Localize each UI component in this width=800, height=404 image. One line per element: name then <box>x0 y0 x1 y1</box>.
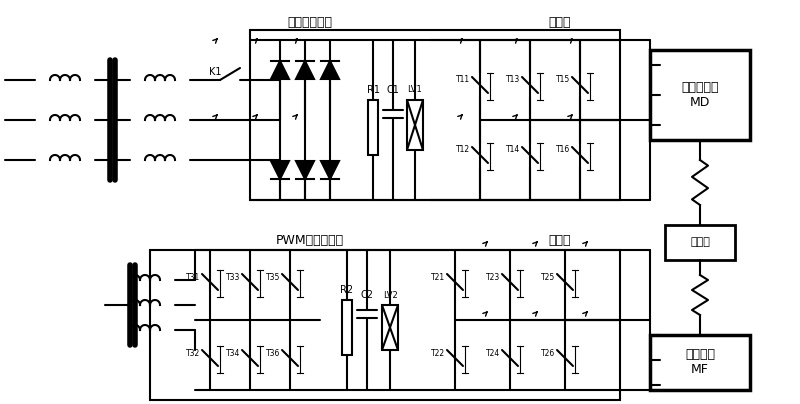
Text: T32: T32 <box>186 349 200 358</box>
Polygon shape <box>271 61 289 79</box>
Text: K1: K1 <box>209 67 222 77</box>
Bar <box>650 50 750 140</box>
Text: T13: T13 <box>506 76 520 84</box>
Bar <box>342 300 352 355</box>
Text: T11: T11 <box>456 76 470 84</box>
Polygon shape <box>321 61 339 79</box>
Text: 负载电机
MF: 负载电机 MF <box>685 348 715 376</box>
Polygon shape <box>296 61 314 79</box>
Text: 被试件: 被试件 <box>690 237 710 247</box>
Text: T12: T12 <box>456 145 470 154</box>
Text: LV2: LV2 <box>382 290 398 299</box>
Bar <box>150 250 620 400</box>
Text: PWM脉冲整流器: PWM脉冲整流器 <box>276 234 344 246</box>
Text: C2: C2 <box>361 290 374 300</box>
Text: T35: T35 <box>266 273 280 282</box>
Bar <box>665 225 735 260</box>
Text: T25: T25 <box>541 273 555 282</box>
Text: 二极管整流器: 二极管整流器 <box>287 15 333 29</box>
Polygon shape <box>296 161 314 179</box>
Text: T33: T33 <box>226 273 240 282</box>
Text: T31: T31 <box>186 273 200 282</box>
Bar <box>368 100 378 155</box>
Bar <box>650 335 750 390</box>
Bar <box>250 30 620 200</box>
Text: R1: R1 <box>366 85 379 95</box>
Text: 逆变器: 逆变器 <box>549 15 571 29</box>
Text: T21: T21 <box>431 273 445 282</box>
Text: T14: T14 <box>506 145 520 154</box>
Text: LV1: LV1 <box>408 86 422 95</box>
Bar <box>407 100 423 150</box>
Polygon shape <box>321 161 339 179</box>
Bar <box>382 305 398 350</box>
Text: 拖动电动机
MD: 拖动电动机 MD <box>682 81 718 109</box>
Polygon shape <box>271 161 289 179</box>
Text: T15: T15 <box>556 76 570 84</box>
Text: T23: T23 <box>486 273 500 282</box>
Text: 逆变器: 逆变器 <box>549 234 571 246</box>
Text: R2: R2 <box>341 285 354 295</box>
Text: T26: T26 <box>541 349 555 358</box>
Text: C1: C1 <box>386 85 399 95</box>
Text: T36: T36 <box>266 349 280 358</box>
Text: T24: T24 <box>486 349 500 358</box>
Text: T22: T22 <box>431 349 445 358</box>
Text: T16: T16 <box>556 145 570 154</box>
Text: T34: T34 <box>226 349 240 358</box>
